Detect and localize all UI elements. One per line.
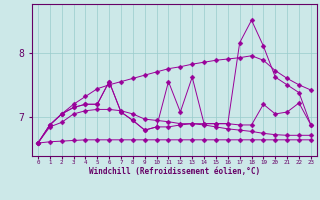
X-axis label: Windchill (Refroidissement éolien,°C): Windchill (Refroidissement éolien,°C): [89, 167, 260, 176]
